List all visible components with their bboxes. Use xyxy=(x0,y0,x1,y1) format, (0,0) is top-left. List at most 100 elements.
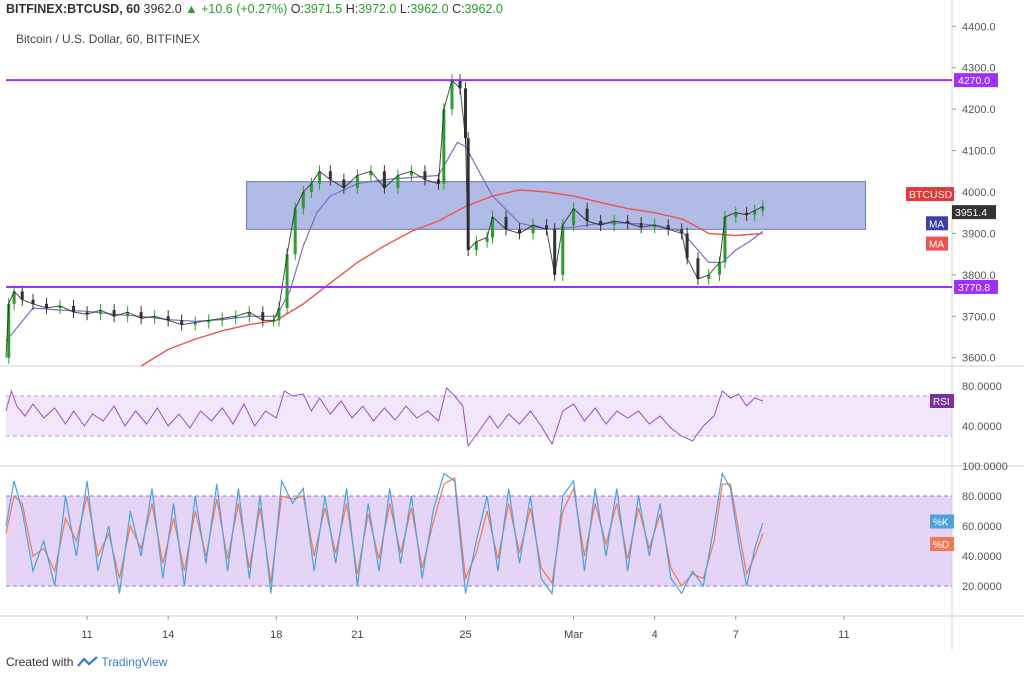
level-label: 3770.8 xyxy=(958,282,990,294)
rsi-tick-label: 80.0000 xyxy=(962,381,1002,393)
stoch-tag-label: %K xyxy=(933,518,949,529)
y-tick-label: 4400.0 xyxy=(962,21,996,33)
candle-body xyxy=(31,299,35,304)
stoch-tag-label: %D xyxy=(933,540,949,551)
candle-body xyxy=(707,274,711,279)
candle-body xyxy=(112,310,116,317)
candle-body xyxy=(666,225,670,230)
candle-body xyxy=(382,171,386,188)
candle-body xyxy=(7,303,11,358)
candle-body xyxy=(396,175,400,188)
candle-body xyxy=(207,320,211,323)
candle-body xyxy=(85,312,89,315)
high-value: 3972.0 xyxy=(358,2,397,16)
candle-body xyxy=(409,171,413,176)
rsi-tag xyxy=(930,394,954,408)
ma-tag xyxy=(926,216,948,231)
low-label: L: xyxy=(399,2,411,16)
candle-body xyxy=(369,171,373,176)
rsi-band xyxy=(6,396,952,436)
candle-body xyxy=(561,225,565,275)
tradingview-brand: TradingView xyxy=(101,655,168,669)
y-tick-label: 3700.0 xyxy=(962,311,996,323)
x-tick-label: Mar xyxy=(564,629,583,641)
created-with-label: Created with xyxy=(6,655,74,669)
candle-body xyxy=(518,229,522,234)
candle-body xyxy=(718,262,722,275)
chart-canvas[interactable]: 11 14 18 21 25 Mar 4 7 11 4400.0 4300.0 4200.0 4100.… xyxy=(0,0,1024,650)
candle-body xyxy=(599,221,603,226)
y-tick-label: 3800.0 xyxy=(962,270,996,282)
candle-body xyxy=(696,258,700,279)
candle-body xyxy=(247,312,251,317)
y-tick-label: 4300.0 xyxy=(962,63,996,75)
y-tick-label: 4200.0 xyxy=(962,104,996,116)
candle-body xyxy=(355,175,359,188)
range-box xyxy=(246,181,867,230)
candle-body xyxy=(272,320,276,322)
candle-body xyxy=(463,88,467,139)
x-tick-label: 25 xyxy=(459,629,471,641)
stoch-k-line xyxy=(5,471,764,596)
ma-tag-label: MA xyxy=(929,240,944,251)
candle-body xyxy=(193,322,197,325)
candle-body xyxy=(126,312,130,317)
candle-body xyxy=(761,206,765,211)
tradingview-logo-icon xyxy=(77,656,99,667)
candle-body xyxy=(277,308,281,321)
close-value: 3962.0 xyxy=(464,2,503,16)
ma-tag xyxy=(926,236,948,251)
level-tag xyxy=(954,73,998,88)
y-tick-label: 4000.0 xyxy=(962,187,996,199)
last-price: 3962.0 xyxy=(143,2,182,16)
chart-header: BITFINEX:BTCUSD, 60 3962.0 ▲ +10.6 (+0.2… xyxy=(6,2,503,16)
stoch-tag xyxy=(930,514,954,529)
candle-body xyxy=(626,221,630,224)
candle-body xyxy=(680,229,684,234)
symbol-label: BITFINEX:BTCUSD, 60 xyxy=(6,2,141,16)
stoch-tick-label: 40.0000 xyxy=(962,551,1002,563)
rsi-line xyxy=(5,387,763,448)
x-tick-label: 11 xyxy=(81,629,92,641)
candle-body xyxy=(585,208,589,221)
candle-body xyxy=(685,233,689,259)
candle-body xyxy=(474,241,478,250)
price-tag xyxy=(952,205,996,220)
candle-body xyxy=(58,305,62,308)
stoch-d-line xyxy=(5,477,764,588)
candle-body xyxy=(318,171,322,184)
ma-tag-label: MA xyxy=(929,219,944,230)
x-tick-label: 11 xyxy=(838,629,849,641)
change-up-icon: ▲ xyxy=(185,2,198,16)
x-tick-label: 14 xyxy=(162,629,174,641)
x-tick-label: 7 xyxy=(733,629,739,641)
tradingview-logo[interactable]: TradingView xyxy=(77,655,167,669)
candle-body xyxy=(153,316,157,319)
candle-body xyxy=(342,179,346,188)
ma-slow-line xyxy=(140,189,763,367)
y-tick-label: 4100.0 xyxy=(962,146,996,158)
candle-body xyxy=(301,192,305,209)
candle-body xyxy=(753,210,757,215)
stoch-tick-label: 80.0000 xyxy=(962,491,1002,503)
price-line xyxy=(5,79,764,358)
high-label: H: xyxy=(345,2,359,16)
candle-body xyxy=(423,171,427,180)
candle-body xyxy=(12,291,16,304)
candle-body xyxy=(309,183,313,192)
stoch-tick-label: 20.0000 xyxy=(962,581,1002,593)
candle-body xyxy=(442,109,446,184)
stoch-tick-label: 60.0000 xyxy=(962,521,1002,533)
x-tick-label: 4 xyxy=(652,629,658,641)
x-tick-label: 18 xyxy=(270,629,282,641)
candle-body xyxy=(450,80,454,110)
price-tag xyxy=(906,187,954,202)
candle-body xyxy=(639,223,643,228)
candle-body xyxy=(504,216,508,230)
candle-body xyxy=(545,225,549,230)
candle-body xyxy=(45,303,49,308)
close-label: C: xyxy=(452,2,465,16)
open-value: 3971.5 xyxy=(303,2,343,16)
candle-body xyxy=(139,312,143,319)
candle-body xyxy=(99,310,103,315)
